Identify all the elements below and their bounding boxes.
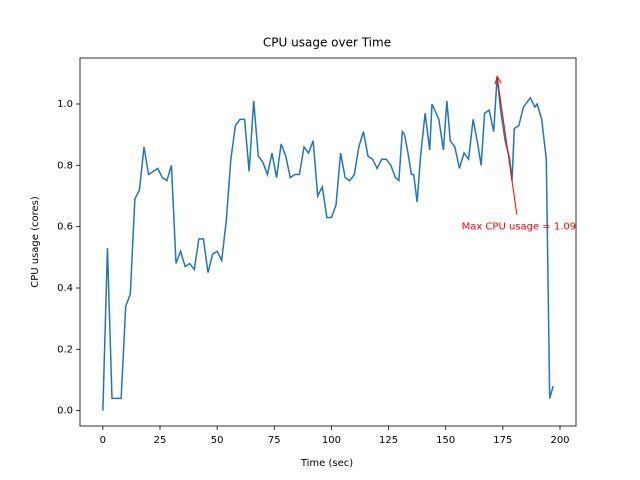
plot-frame <box>79 57 577 427</box>
x-tick-label: 175 <box>493 435 512 446</box>
y-tick-label: 0.8 <box>57 160 73 171</box>
x-tick-label: 50 <box>211 435 224 446</box>
x-tick-label: 150 <box>436 435 455 446</box>
x-tick-label: 0 <box>100 435 106 446</box>
x-tick-label: 100 <box>322 435 341 446</box>
x-tick-label: 125 <box>379 435 398 446</box>
y-tick-label: 0.2 <box>57 344 73 355</box>
chart-title: CPU usage over Time <box>263 36 391 50</box>
annotation-arrowhead <box>494 75 502 85</box>
x-tick-label: 200 <box>550 435 569 446</box>
x-tick-label: 75 <box>268 435 281 446</box>
y-axis-label: CPU usage (cores) <box>30 196 41 288</box>
y-tick-label: 0.0 <box>57 406 73 417</box>
y-tick-label: 0.4 <box>57 283 73 294</box>
y-tick-label: 0.6 <box>57 222 73 233</box>
y-tick-label: 1.0 <box>57 99 73 110</box>
x-axis-label: Time (sec) <box>300 458 353 469</box>
annotation-text: Max CPU usage = 1.09 <box>462 222 577 233</box>
x-tick-label: 25 <box>154 435 167 446</box>
annotation-arrow <box>496 76 518 215</box>
data-line <box>102 76 554 411</box>
